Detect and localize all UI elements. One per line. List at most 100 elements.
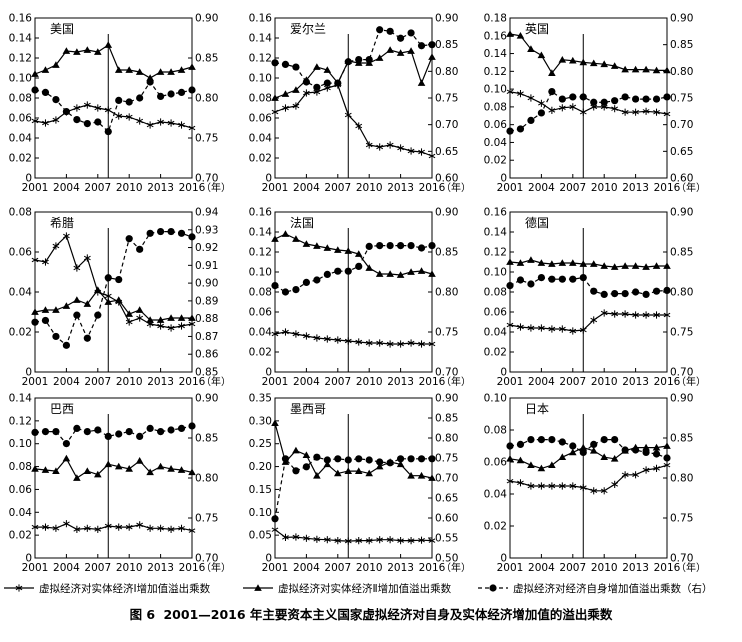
series-real-economy-ii-point — [334, 469, 342, 477]
legend-item-1: 虚拟经济对实体经济Ⅱ增加值溢出乘数 — [243, 582, 452, 595]
series-self-point — [428, 242, 436, 250]
right-axis-tick-label: 0.75 — [670, 93, 693, 105]
series-self-point — [146, 424, 154, 432]
series-real-economy-i-point — [146, 524, 154, 532]
series-self-point — [652, 450, 661, 458]
panel-title: 巴西 — [50, 402, 74, 416]
series-real-economy-ii — [271, 46, 436, 101]
right-axis-tick-label: 0.75 — [670, 513, 693, 525]
x-axis-unit: （年） — [201, 561, 231, 574]
right-axis-tick-label: 0.90 — [670, 207, 693, 219]
series-self-line — [34, 231, 193, 347]
series-real-economy-i-point — [600, 103, 608, 111]
series-real-economy-ii-point — [386, 270, 394, 277]
series-real-economy-ii-point — [313, 471, 321, 479]
panel-title: 爱尔兰 — [290, 21, 326, 36]
series-self-point — [94, 311, 102, 319]
series-real-economy-ii-point — [292, 86, 300, 93]
series-real-economy-ii-point — [579, 260, 588, 267]
series-self-point — [527, 436, 535, 444]
series-real-economy-i-point — [52, 116, 60, 124]
x-axis-tick-label: 2013 — [387, 562, 414, 574]
series-real-economy-i-point — [397, 340, 404, 348]
series-real-economy-ii-point — [114, 296, 123, 303]
series-real-economy-i-line — [34, 104, 193, 129]
series-real-economy-i-point — [73, 264, 81, 272]
series-real-economy-ii-point — [537, 464, 546, 472]
series-real-economy-i — [506, 88, 671, 118]
series-real-economy-i-point — [611, 310, 619, 318]
x-axis-tick-label: 2013 — [147, 562, 174, 574]
series-real-economy-i-point — [386, 141, 394, 149]
series-real-economy-ii-point — [52, 467, 60, 474]
series-self-point — [271, 59, 279, 67]
series-real-economy-ii-point — [73, 296, 81, 303]
plot-frame — [34, 211, 193, 373]
series-real-economy-i-point — [590, 316, 598, 324]
panel-3: 0 0.02 0.04 0.06 0.08 0.85 0.86 0.87 0.88 0.89 0.9… — [9, 207, 231, 389]
left-axis-tick-label: 0.10 — [484, 84, 507, 96]
left-axis-tick-label: 0.06 — [484, 457, 508, 469]
series-self-point — [281, 288, 290, 296]
left-axis-tick-label: 0.12 — [484, 247, 507, 259]
x-axis-unit: （年） — [201, 181, 231, 194]
series-real-economy-i-point — [663, 311, 671, 319]
series-real-economy-i-point — [94, 104, 102, 112]
series-real-economy-ii-point — [52, 61, 60, 68]
series-real-economy-ii-point — [302, 451, 311, 458]
series-self-point — [334, 267, 342, 275]
series-real-economy-ii-point — [104, 460, 113, 468]
series-self-point — [115, 275, 123, 284]
series-real-economy-i-point — [178, 322, 185, 330]
series-self-point — [527, 280, 535, 288]
series-self-point — [62, 341, 70, 349]
series-real-economy-i-point — [653, 108, 660, 116]
series-real-economy-ii — [271, 230, 436, 278]
series-real-economy-i-point — [355, 122, 363, 130]
series-self-line — [34, 425, 193, 445]
legend-item-2: 虚拟经济对经济自身增加值溢出乘数（右） — [478, 582, 713, 595]
series-real-economy-ii-point — [354, 250, 363, 257]
right-axis-tick-label: 0.70 — [670, 367, 693, 379]
x-axis-tick-label: 2013 — [147, 376, 174, 388]
series-real-economy-i-point — [621, 310, 629, 318]
caption-number: 图 6 — [129, 607, 156, 622]
series-real-economy-i-point — [188, 124, 196, 132]
series-real-economy-ii-point — [642, 65, 650, 73]
series-real-economy-ii-point — [135, 306, 144, 313]
right-axis-tick-label: 0.85 — [195, 367, 218, 379]
series-real-economy-i-point — [282, 104, 289, 112]
series-real-economy-i-point — [355, 338, 363, 346]
panel-title: 英国 — [525, 22, 549, 36]
series-self-point — [146, 78, 154, 86]
series-real-economy-ii-point — [365, 469, 373, 477]
x-axis-tick-label: 2001 — [262, 562, 289, 574]
series-self-point — [376, 242, 384, 250]
series-self-point — [104, 432, 112, 440]
panel-title: 法国 — [290, 216, 314, 230]
series-real-economy-i-point — [632, 471, 639, 479]
left-axis-tick-label: 0.02 — [9, 530, 32, 542]
series-self-point — [177, 88, 186, 96]
series-real-economy-ii-point — [271, 94, 279, 101]
series-real-economy-i-point — [334, 537, 342, 545]
series-self-point — [73, 311, 81, 319]
series-real-economy-i-point — [167, 119, 175, 127]
series-real-economy-ii-point — [177, 66, 186, 73]
series-real-economy-i-point — [313, 334, 321, 342]
series-real-economy-i-point — [548, 482, 556, 490]
series-real-economy-ii-point — [631, 65, 640, 73]
left-axis-tick-label: 0 — [265, 553, 272, 565]
x-axis-unit: （年） — [201, 375, 231, 388]
x-axis-tick-label: 2007 — [559, 376, 586, 388]
series-self-line — [274, 456, 432, 519]
right-axis-tick-label: 0.90 — [195, 393, 218, 405]
x-axis-tick-label: 2007 — [559, 182, 586, 194]
series-self-point — [569, 442, 577, 450]
right-axis-tick-label: 0.75 — [435, 453, 458, 465]
right-axis-tick-label: 0.85 — [670, 247, 693, 259]
series-self-point — [292, 467, 300, 475]
series-self-point — [125, 98, 133, 106]
series-self-point — [579, 274, 587, 282]
series-real-economy-ii-point — [73, 48, 81, 55]
